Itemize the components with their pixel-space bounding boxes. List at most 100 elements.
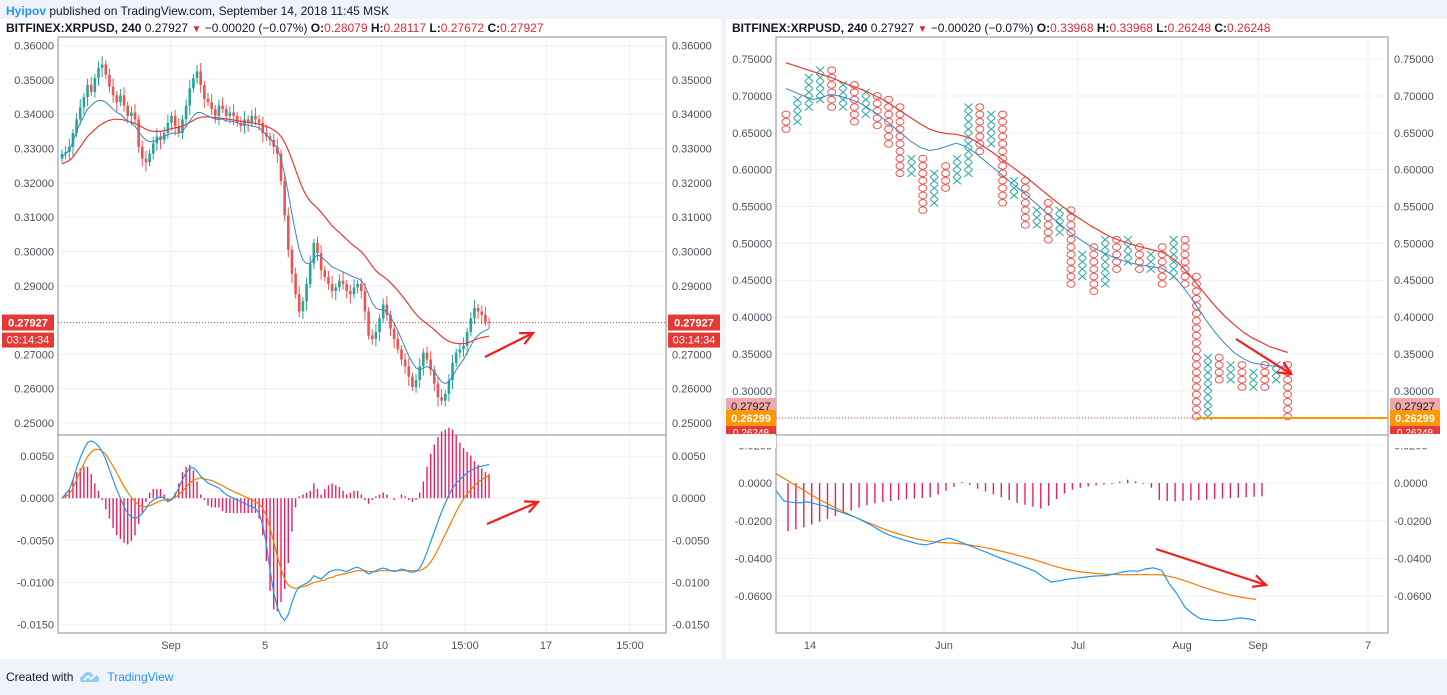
left-last-countdown-badge-right	[668, 332, 720, 348]
right-legend: BITFINEX:XRPUSD, 240 0.27927 ▼ −0.00020 …	[732, 21, 1270, 35]
moving-average-slow	[61, 116, 490, 345]
pnf-x-mark	[964, 103, 973, 111]
candle-body	[462, 345, 465, 350]
candle-body	[246, 119, 250, 123]
pnf-x-mark	[1146, 257, 1156, 266]
pnf-o-mark	[1180, 250, 1190, 259]
pnf-o-mark	[998, 191, 1008, 200]
right-osc-tick-left: -0.0200	[735, 516, 772, 528]
left-open: 0.28079	[324, 21, 368, 35]
right-osc-tick-right: -0.0600	[1394, 591, 1431, 603]
candle-body	[119, 95, 122, 103]
right-chart-canvas[interactable]: 0.75000 0.75000 0.70000 0.70000 0.65000 0.650…	[726, 19, 1447, 659]
left-symbol: BITFINEX:XRPUSD, 240	[6, 21, 142, 35]
left-price-tick-right: 0.33000	[672, 144, 712, 156]
down-triangle-icon: ▼	[917, 24, 928, 35]
pnf-o-mark	[895, 169, 905, 178]
pnf-o-mark	[1020, 213, 1030, 222]
author-link[interactable]: Hyipov	[6, 4, 47, 18]
candle-body	[469, 318, 473, 333]
pnf-x-mark	[1169, 265, 1178, 274]
right-osc-tick-right: -0.0400	[1394, 554, 1431, 566]
left-price-tick-right: 0.27000	[672, 349, 712, 361]
tradingview-cloud-icon	[80, 672, 100, 682]
pnf-x-mark	[907, 169, 916, 178]
right-osc-tick-right: 0.0000	[1394, 478, 1428, 490]
candle-body	[436, 383, 440, 398]
candle-body	[250, 115, 254, 123]
pnf-x-mark	[804, 103, 814, 111]
pnf-x-mark	[1100, 257, 1110, 266]
pnf-x-mark	[815, 66, 825, 75]
candle-body	[473, 308, 476, 319]
candle-body	[130, 112, 133, 116]
right-price-tick-left: 0.45000	[732, 275, 772, 287]
pnf-o-mark	[918, 162, 928, 170]
right-chart-panel[interactable]: BITFINEX:XRPUSD, 240 0.27927 ▼ −0.00020 …	[726, 19, 1447, 659]
candle-body	[429, 359, 432, 370]
candle-body	[294, 273, 297, 295]
right-h-label: H:	[1096, 21, 1110, 35]
moving-average-slow	[785, 62, 1288, 354]
pnf-o-mark	[872, 121, 882, 130]
left-price-tick-right: 0.30000	[672, 246, 712, 258]
left-change: −0.00020 (−0.07%)	[204, 21, 308, 35]
candle-body	[378, 318, 381, 333]
pnf-o-mark	[872, 99, 882, 108]
left-price-tick-left: 0.35000	[14, 75, 54, 87]
candle-body	[137, 119, 140, 147]
pnf-o-mark	[1191, 302, 1201, 310]
pnf-o-mark	[1214, 375, 1224, 384]
candle-body	[290, 249, 294, 274]
macd-line	[775, 490, 1257, 622]
pnf-o-mark	[941, 169, 951, 178]
pnf-o-mark	[1043, 199, 1053, 207]
pnf-x-mark	[986, 110, 996, 119]
candle-body	[443, 393, 447, 401]
pnf-x-mark	[1100, 243, 1110, 251]
right-time-tick: Sep	[1248, 640, 1268, 652]
right-price-arrow-head	[1276, 361, 1294, 376]
left-osc-tick-left: -0.0050	[17, 535, 54, 547]
right-badge-right-box	[1390, 410, 1440, 427]
left-price-tick-left: 0.32000	[14, 178, 54, 190]
pnf-x-mark	[861, 110, 871, 119]
left-time-tick: 10	[376, 640, 388, 652]
left-price-tick-left: 0.33000	[14, 144, 54, 156]
right-time-tick: Jul	[1071, 640, 1085, 652]
left-osc-tick-right: 0.0000	[672, 493, 706, 505]
pnf-o-mark	[1157, 243, 1167, 251]
tradingview-brand[interactable]: TradingView	[107, 670, 174, 684]
candle-body	[458, 349, 462, 353]
pnf-x-mark	[793, 117, 802, 126]
left-price-tick-left: 0.30000	[14, 246, 54, 258]
candle-body	[166, 122, 170, 134]
left-chart-canvas[interactable]: 0.36000 0.36000 0.35000 0.35000 0.34000 0.340…	[0, 19, 721, 659]
footer: Created with TradingView	[6, 670, 173, 684]
right-symbol: BITFINEX:XRPUSD, 240	[732, 21, 868, 35]
pnf-o-mark	[1191, 309, 1201, 318]
pnf-x-mark	[952, 162, 962, 170]
right-macd-arrow-shaft	[1155, 547, 1267, 587]
left-low: 0.27672	[440, 21, 485, 35]
pnf-o-mark	[827, 95, 837, 104]
pnf-x-mark	[986, 132, 996, 141]
right-price-tick-left: 0.35000	[732, 349, 772, 361]
candle-body	[447, 380, 451, 394]
pnf-o-mark	[827, 103, 837, 111]
pnf-o-mark	[1191, 331, 1201, 340]
left-chart-panel[interactable]: BITFINEX:XRPUSD, 240 0.27927 ▼ −0.00020 …	[0, 19, 721, 659]
left-legend: BITFINEX:XRPUSD, 240 0.27927 ▼ −0.00020 …	[6, 21, 544, 35]
candle-body	[283, 181, 286, 216]
candle-body	[407, 366, 411, 377]
macd-line	[61, 440, 490, 622]
pnf-x-mark	[1203, 397, 1213, 406]
right-price-tick-left: 0.55000	[732, 202, 772, 214]
pnf-o-mark	[918, 176, 928, 185]
pnf-x-mark	[929, 176, 939, 185]
right-close: 0.26248	[1227, 21, 1271, 35]
left-price-tick-right: 0.31000	[672, 212, 712, 224]
pnf-o-mark	[895, 154, 905, 163]
pnf-o-mark	[1191, 280, 1201, 288]
candle-body	[385, 304, 389, 315]
